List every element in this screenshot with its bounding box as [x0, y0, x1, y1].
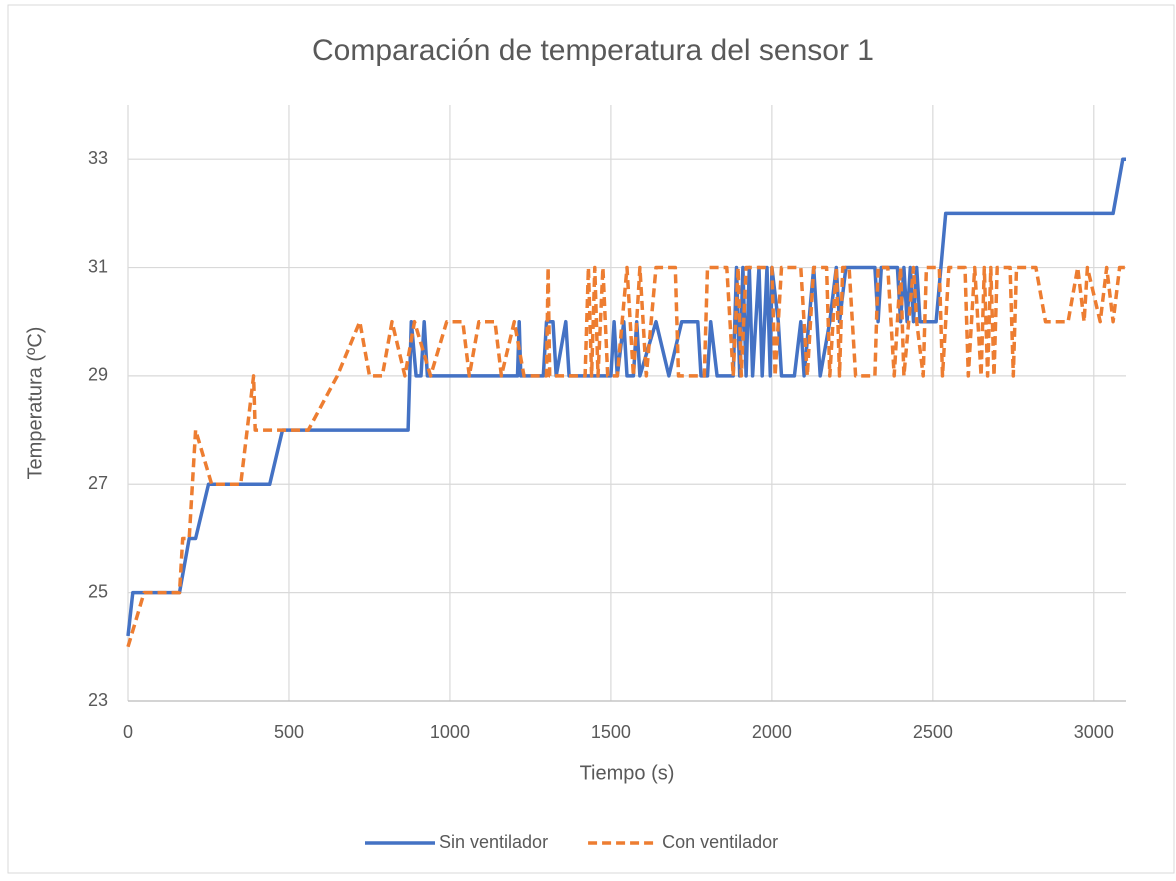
x-tick-label: 0: [123, 722, 133, 742]
series-line: [126, 265, 1126, 648]
x-tick-label: 3000: [1074, 722, 1114, 742]
y-tick-label: 29: [88, 365, 108, 385]
chart-title: Comparación de temperatura del sensor 1: [312, 34, 874, 67]
y-tick-label: 25: [88, 581, 108, 601]
y-tick-label: 31: [88, 256, 108, 276]
legend-label: Con ventilador: [662, 832, 778, 852]
x-tick-label: 500: [274, 722, 304, 742]
y-tick-label: 33: [88, 148, 108, 168]
x-tick-label: 2000: [752, 722, 792, 742]
chart-frame: [7, 4, 1175, 874]
legend-label: Sin ventilador: [439, 832, 548, 852]
x-tick-label: 2500: [913, 722, 953, 742]
x-axis-label: Tiempo (s): [580, 762, 675, 784]
x-tick-label: 1000: [430, 722, 470, 742]
x-tick-label: 1500: [591, 722, 631, 742]
y-tick-label: 23: [88, 690, 108, 710]
y-tick-label: 27: [88, 473, 108, 493]
y-axis-label: Temperatura (ºC): [24, 327, 46, 480]
